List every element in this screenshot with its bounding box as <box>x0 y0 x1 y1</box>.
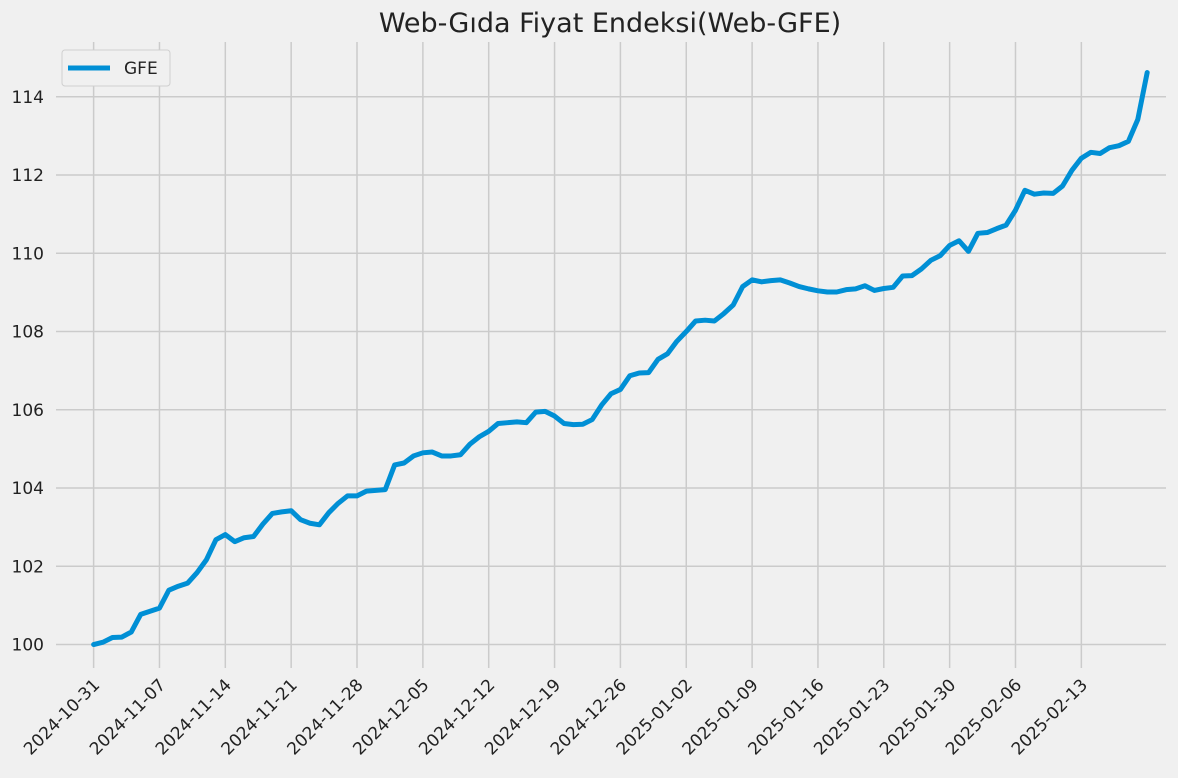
y-tick-label: 100 <box>12 636 44 656</box>
y-axis-tick-labels: 100 102 104 106 108 110 112 114 <box>12 88 44 656</box>
legend: GFE <box>61 49 171 87</box>
y-tick-label: 102 <box>12 557 44 577</box>
legend-label-gfe: GFE <box>124 59 158 79</box>
series-line-gfe <box>91 70 1150 648</box>
y-tick-label: 104 <box>12 479 44 499</box>
legend-box <box>61 49 171 87</box>
x-gridlines <box>92 42 1083 668</box>
y-tick-label: 108 <box>12 323 44 343</box>
chart-title: Web-Gıda Fiyat Endeksi(Web-GFE) <box>379 8 841 39</box>
y-gridlines <box>56 96 1166 646</box>
y-tick-label: 106 <box>12 401 44 421</box>
y-tick-label: 110 <box>12 244 44 264</box>
y-tick-label: 114 <box>12 88 44 108</box>
y-tick-label: 112 <box>12 166 44 186</box>
